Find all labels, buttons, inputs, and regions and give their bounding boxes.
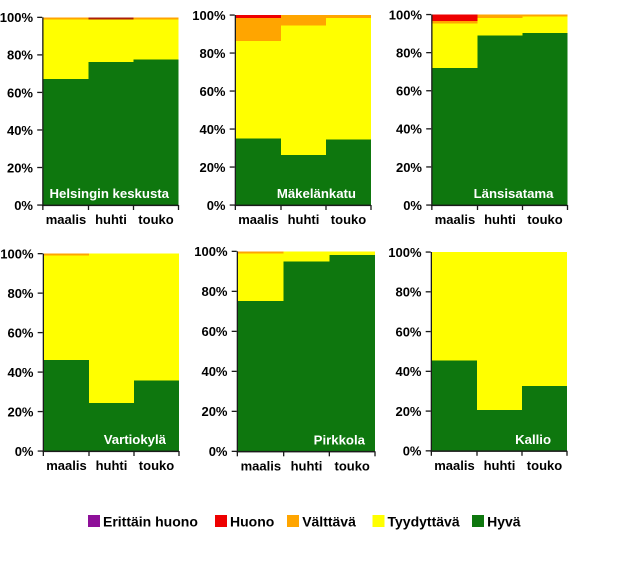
svg-text:0%: 0%	[207, 198, 226, 213]
svg-text:touko: touko	[334, 458, 369, 473]
svg-text:Helsingin keskusta: Helsingin keskusta	[50, 186, 170, 201]
svg-text:60%: 60%	[395, 324, 421, 339]
svg-text:20%: 20%	[199, 160, 225, 175]
svg-text:40%: 40%	[201, 364, 227, 379]
svg-text:maalis: maalis	[241, 458, 281, 473]
svg-text:maalis: maalis	[46, 212, 86, 227]
svg-text:maalis: maalis	[435, 212, 475, 227]
svg-text:40%: 40%	[7, 365, 33, 380]
svg-text:20%: 20%	[7, 404, 33, 419]
svg-text:60%: 60%	[396, 84, 422, 99]
svg-text:Länsisatama: Länsisatama	[474, 186, 555, 201]
svg-text:100%: 100%	[388, 245, 422, 260]
svg-text:60%: 60%	[199, 84, 225, 99]
svg-text:100%: 100%	[194, 244, 228, 259]
svg-text:40%: 40%	[199, 122, 225, 137]
svg-text:60%: 60%	[7, 85, 33, 100]
svg-text:Vartiokylä: Vartiokylä	[104, 432, 167, 447]
svg-text:20%: 20%	[201, 404, 227, 419]
svg-text:huhti: huhti	[484, 212, 516, 227]
svg-text:huhti: huhti	[96, 458, 128, 473]
svg-text:0%: 0%	[403, 444, 422, 459]
svg-text:Huono: Huono	[230, 514, 274, 530]
svg-text:maalis: maalis	[434, 458, 474, 473]
svg-text:Kallio: Kallio	[515, 432, 551, 447]
svg-text:100%: 100%	[0, 10, 33, 25]
svg-text:touko: touko	[138, 212, 173, 227]
svg-text:touko: touko	[527, 458, 562, 473]
svg-text:80%: 80%	[395, 285, 421, 300]
svg-text:40%: 40%	[7, 123, 33, 138]
svg-text:huhti: huhti	[291, 458, 323, 473]
svg-text:Tyydyttävä: Tyydyttävä	[388, 514, 460, 530]
svg-text:0%: 0%	[403, 198, 422, 213]
svg-text:Välttävä: Välttävä	[302, 514, 356, 530]
svg-text:maalis: maalis	[46, 458, 86, 473]
svg-text:20%: 20%	[7, 160, 33, 175]
svg-text:60%: 60%	[7, 325, 33, 340]
svg-text:80%: 80%	[201, 284, 227, 299]
svg-text:Erittäin huono: Erittäin huono	[103, 514, 198, 530]
svg-text:40%: 40%	[396, 122, 422, 137]
svg-text:100%: 100%	[0, 247, 34, 262]
svg-text:0%: 0%	[209, 444, 228, 459]
svg-text:Pirkkola: Pirkkola	[314, 432, 366, 447]
svg-text:huhti: huhti	[484, 458, 516, 473]
svg-text:20%: 20%	[395, 404, 421, 419]
svg-text:80%: 80%	[7, 286, 33, 301]
svg-text:100%: 100%	[192, 8, 226, 23]
svg-text:touko: touko	[139, 458, 174, 473]
svg-text:touko: touko	[331, 212, 366, 227]
svg-text:80%: 80%	[7, 48, 33, 63]
svg-text:60%: 60%	[201, 324, 227, 339]
svg-text:0%: 0%	[14, 198, 33, 213]
svg-text:100%: 100%	[389, 7, 423, 22]
svg-text:huhti: huhti	[95, 212, 127, 227]
svg-text:40%: 40%	[395, 364, 421, 379]
svg-text:Hyvä: Hyvä	[487, 514, 521, 530]
svg-text:20%: 20%	[396, 160, 422, 175]
svg-text:touko: touko	[527, 212, 562, 227]
svg-text:0%: 0%	[15, 444, 34, 459]
svg-text:Mäkelänkatu: Mäkelänkatu	[277, 186, 356, 201]
svg-text:maalis: maalis	[238, 212, 278, 227]
svg-text:80%: 80%	[396, 46, 422, 61]
svg-text:80%: 80%	[199, 46, 225, 61]
svg-text:huhti: huhti	[288, 212, 320, 227]
